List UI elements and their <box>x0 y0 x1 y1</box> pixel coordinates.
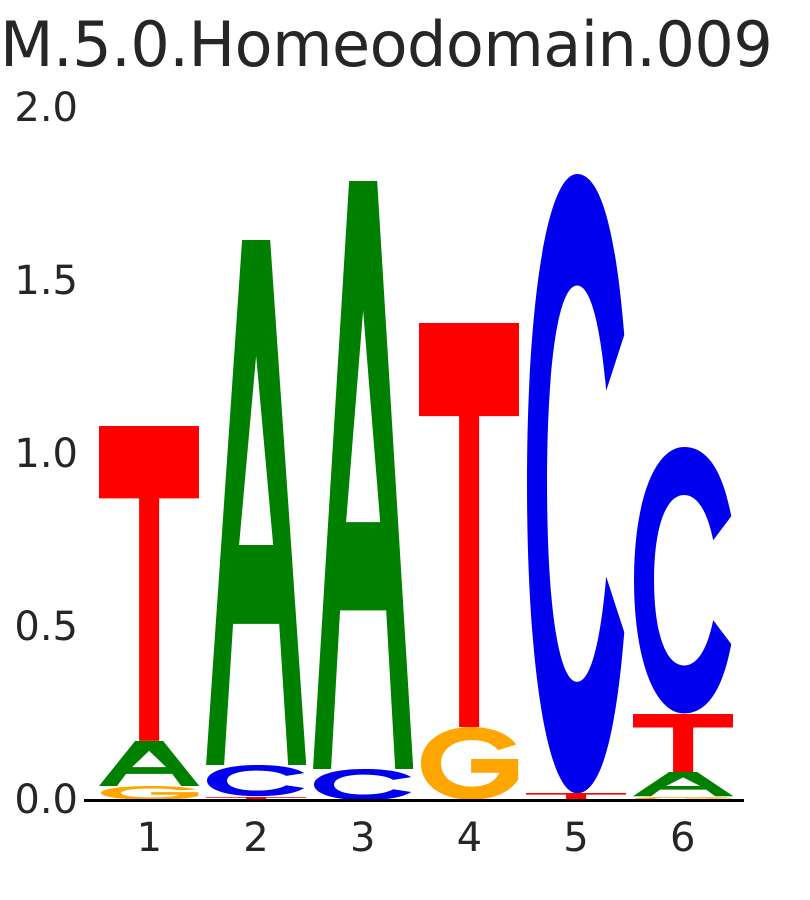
logo-letter-A <box>205 239 307 766</box>
y-axis-tick-label: 0.5 <box>14 604 78 650</box>
logo-letter-T <box>419 322 520 728</box>
logo-letter-T <box>205 796 307 800</box>
logo-stack-position-3 <box>309 108 416 800</box>
logo-stack-position-5 <box>523 108 630 800</box>
logo-stack-position-2 <box>203 108 310 800</box>
logo-letter-G <box>99 786 199 800</box>
logo-letter-G <box>419 727 519 800</box>
y-axis: 0.0 0.5 1.0 1.5 2.0 <box>0 0 86 900</box>
y-axis-tick-label: 1.0 <box>14 431 78 477</box>
logo-letter-C <box>206 765 306 797</box>
x-axis: 1 2 3 4 5 6 <box>96 812 736 868</box>
page-title: M.5.0.Homeodomain.009 <box>0 8 773 81</box>
y-axis-tick-label: 0.0 <box>14 777 78 823</box>
logo-letter-T <box>99 426 200 742</box>
logo-letter-A <box>312 180 413 769</box>
logo-letter-C <box>633 447 733 714</box>
logo-letter-C <box>526 173 626 794</box>
x-axis-tick-label: 2 <box>243 815 269 861</box>
x-axis-tick-label: 3 <box>349 815 376 861</box>
x-axis-tick-label: 5 <box>563 815 589 861</box>
x-axis-tick-label: 4 <box>456 815 483 861</box>
logo-plot-area <box>96 108 736 800</box>
logo-letter-T <box>632 713 733 773</box>
x-axis-tick-label: 1 <box>136 815 163 861</box>
logo-letter-A <box>632 772 733 797</box>
x-axis-line <box>84 799 744 802</box>
logo-stack-position-6 <box>629 108 736 800</box>
logo-letter-C <box>313 768 413 800</box>
y-axis-tick-label: 1.5 <box>14 258 78 304</box>
logo-letter-A <box>99 741 200 787</box>
logo-stack-position-4 <box>416 108 523 800</box>
x-axis-tick-label: 6 <box>669 815 696 861</box>
logo-stack-position-1 <box>96 108 203 800</box>
logo-letter-T <box>525 793 627 800</box>
y-axis-tick-label: 2.0 <box>14 85 78 131</box>
